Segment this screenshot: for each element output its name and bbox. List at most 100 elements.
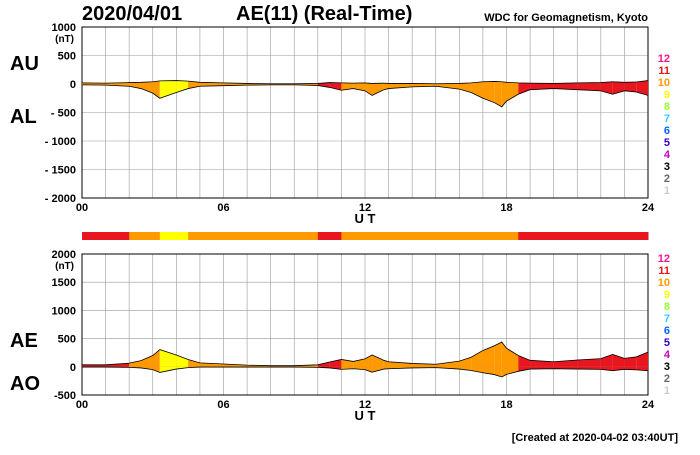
lower-area-segment (365, 84, 372, 95)
legend-level-12: 12 (658, 53, 670, 65)
lower-area-segment (471, 84, 483, 98)
y-tick-label: 1000 (52, 22, 76, 34)
upper-area-segment (141, 356, 153, 367)
legend-level-7: 7 (664, 313, 670, 325)
activity-band-segment (188, 232, 200, 240)
legend-level-4: 4 (664, 149, 671, 161)
legend-level-1: 1 (664, 385, 670, 397)
y-tick-label: 1500 (52, 277, 76, 289)
legend-level-12: 12 (658, 253, 670, 265)
activity-band-segment (224, 232, 248, 240)
chart-date: 2020/04/01 (82, 3, 182, 26)
activity-band-segment (502, 232, 507, 240)
y-tick-label: 500 (58, 51, 76, 63)
activity-band-segment (153, 232, 161, 240)
legend-level-9: 9 (664, 289, 670, 301)
activity-band-segment (353, 232, 365, 240)
series-label-ae: AE (10, 330, 38, 352)
series-label-au: AU (10, 53, 39, 75)
activity-band-segment (384, 232, 389, 240)
legend-level-3: 3 (664, 161, 670, 173)
activity-band-segment (160, 232, 177, 240)
upper-area-segment (518, 356, 530, 367)
y-tick-label: - 1500 (45, 165, 76, 177)
y-tick-label: - 2000 (45, 193, 76, 205)
activity-band-segment (436, 232, 460, 240)
legend-level-2: 2 (664, 373, 670, 385)
legend-level-3: 3 (664, 361, 670, 373)
activity-band-segment (82, 232, 106, 240)
activity-band-segment (271, 232, 295, 240)
legend-level-8: 8 (664, 301, 670, 313)
activity-band-segment (624, 232, 636, 240)
activity-band-segment (601, 232, 613, 240)
activity-band-segment (507, 232, 519, 240)
activity-band-segment (106, 232, 130, 240)
activity-band-segment (471, 232, 483, 240)
legend-level-5: 5 (664, 337, 670, 349)
y-tick-label: 0 (70, 362, 76, 374)
upper-area-segment (459, 357, 471, 367)
y-tick-label: 1000 (52, 305, 76, 317)
lower-area-segment (160, 84, 177, 98)
lower-area-segment (518, 84, 530, 94)
x-tick-label: 06 (217, 202, 229, 214)
legend-level-5: 5 (664, 137, 670, 149)
upper-area-segment (483, 346, 495, 367)
activity-band-segment (129, 232, 141, 240)
activity-band-segment (636, 232, 648, 240)
activity-band-segment (483, 232, 495, 240)
data-source-label: WDC for Geomagnetism, Kyoto (484, 12, 648, 24)
activity-band-segment (294, 232, 318, 240)
x-tick-label: 00 (76, 202, 88, 214)
activity-band-segment (530, 232, 554, 240)
x-tick-label: 06 (217, 399, 229, 411)
x-tick-label: 24 (642, 399, 655, 411)
legend-level-10: 10 (658, 277, 670, 289)
legend-level-6: 6 (664, 325, 670, 337)
activity-band-segment (247, 232, 271, 240)
x-tick-label: 18 (500, 399, 512, 411)
x-axis-label: U T (355, 211, 376, 226)
y-tick-label: 2000 (52, 249, 76, 261)
activity-band-segment (554, 232, 578, 240)
lower-area-segment (141, 84, 153, 93)
unit-label: (nT) (55, 34, 74, 45)
x-tick-label: 24 (642, 202, 655, 214)
chart-title: AE(11) (Real-Time) (236, 3, 412, 26)
activity-band-segment (176, 232, 188, 240)
y-tick-label: 500 (58, 334, 76, 346)
activity-band-segment (365, 232, 373, 240)
upper-area-segment (471, 350, 483, 366)
lower-area-segment (372, 84, 384, 95)
created-timestamp: [Created at 2020-04-02 03:40UT] (512, 432, 678, 444)
activity-band-segment (341, 232, 353, 240)
upper-area-segment (176, 355, 188, 367)
upper-area-segment (372, 355, 384, 367)
y-tick-label: -500 (54, 390, 76, 402)
legend-level-10: 10 (658, 77, 670, 89)
activity-band-segment (330, 232, 342, 240)
activity-band-segment (318, 232, 330, 240)
legend-level-4: 4 (664, 349, 671, 361)
activity-band-segment (495, 232, 503, 240)
legend-level-11: 11 (658, 65, 670, 77)
legend-level-7: 7 (664, 113, 670, 125)
upper-area-segment (188, 359, 200, 366)
upper-area-segment (507, 348, 519, 367)
y-tick-label: - 500 (51, 108, 76, 120)
legend-level-2: 2 (664, 173, 670, 185)
x-tick-label: 18 (500, 202, 512, 214)
legend-level-1: 1 (664, 185, 670, 197)
activity-band-segment (577, 232, 601, 240)
legend-level-8: 8 (664, 101, 670, 113)
activity-band-segment (613, 232, 625, 240)
activity-band-segment (141, 232, 153, 240)
activity-band-segment (200, 232, 224, 240)
unit-label: (nT) (55, 261, 74, 272)
upper-area-segment (495, 342, 502, 367)
